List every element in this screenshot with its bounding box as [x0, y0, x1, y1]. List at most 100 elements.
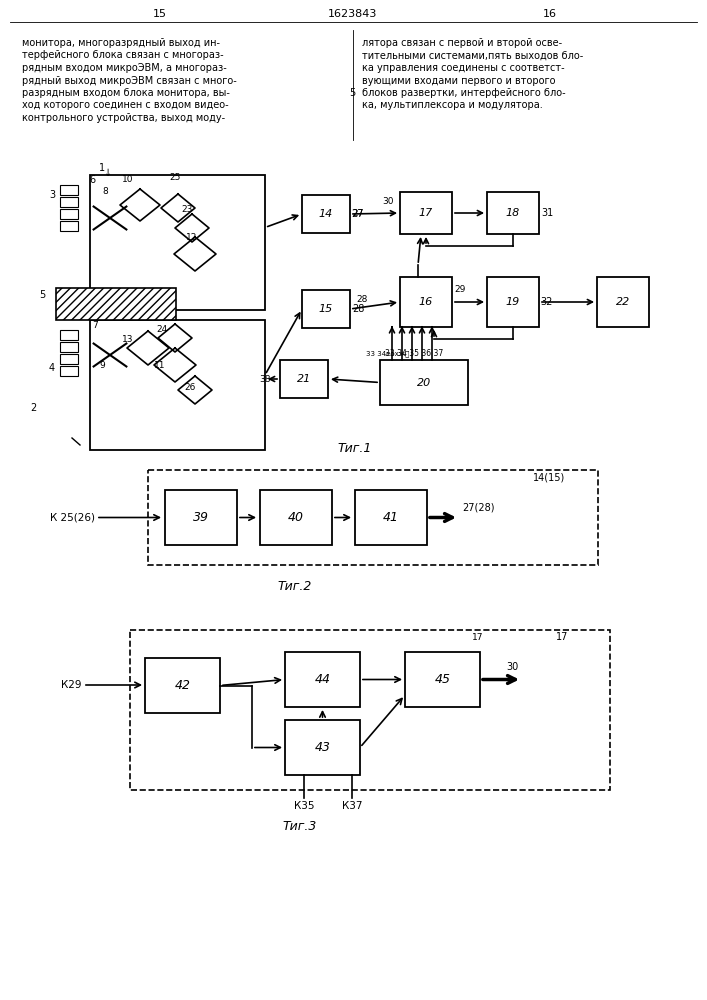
Text: 30: 30: [506, 662, 518, 672]
Bar: [130, 630, 610, 790]
Bar: [285, 652, 360, 707]
Text: 11: 11: [154, 360, 165, 369]
Text: 33 34 35 36 37: 33 34 35 36 37: [385, 349, 443, 358]
Bar: [355, 490, 427, 545]
Text: 22: 22: [616, 297, 630, 307]
Text: 15: 15: [319, 304, 333, 314]
Text: 24: 24: [156, 326, 168, 334]
Text: 30: 30: [382, 196, 394, 206]
Bar: [60, 209, 78, 219]
Text: 45: 45: [435, 673, 450, 686]
Text: 28: 28: [352, 304, 364, 314]
Text: 20: 20: [417, 377, 431, 387]
Bar: [60, 197, 78, 207]
Bar: [90, 320, 265, 450]
Text: 27: 27: [352, 210, 363, 219]
Bar: [90, 175, 265, 310]
Text: 2: 2: [30, 403, 36, 413]
Text: 7: 7: [92, 320, 98, 330]
Text: 5: 5: [349, 88, 355, 98]
Bar: [56, 288, 176, 320]
Text: 29: 29: [455, 286, 466, 294]
Bar: [302, 290, 350, 328]
Text: тительными системами,пять выходов бло-: тительными системами,пять выходов бло-: [362, 50, 583, 60]
Text: вующими входами первого и второго: вующими входами первого и второго: [362, 76, 556, 86]
Bar: [487, 277, 539, 327]
Text: 10: 10: [122, 176, 134, 184]
Bar: [60, 221, 78, 231]
Text: контрольного устройства, выход моду-: контрольного устройства, выход моду-: [22, 113, 225, 123]
Text: 43: 43: [315, 741, 330, 754]
Text: разрядным входом блока монитора, вы-: разрядным входом блока монитора, вы-: [22, 88, 230, 98]
Bar: [487, 192, 539, 234]
Text: 39: 39: [193, 511, 209, 524]
Text: Τиг.3: Τиг.3: [283, 820, 317, 832]
Text: 1623843: 1623843: [328, 9, 378, 19]
Text: 1: 1: [99, 163, 105, 173]
Text: лятора связан с первой и второй осве-: лятора связан с первой и второй осве-: [362, 38, 562, 48]
Text: 19: 19: [506, 297, 520, 307]
Text: ка, мультиплексора и модулятора.: ка, мультиплексора и модулятора.: [362, 101, 543, 110]
Text: 14: 14: [319, 209, 333, 219]
Text: 17: 17: [419, 208, 433, 218]
Text: 42: 42: [175, 679, 190, 692]
Text: К 25(26): К 25(26): [50, 512, 95, 522]
Text: 17: 17: [556, 632, 568, 642]
Bar: [145, 658, 220, 713]
Text: Τиг.1: Τиг.1: [338, 442, 372, 454]
Text: К29: К29: [62, 680, 82, 690]
Bar: [302, 195, 350, 233]
Text: К35: К35: [294, 801, 315, 811]
Text: 33 34еохжͿ: 33 34еохжͿ: [366, 351, 409, 357]
Text: монитора, многоразрядный выход ин-: монитора, многоразрядный выход ин-: [22, 38, 220, 48]
Text: 4: 4: [49, 363, 55, 373]
Bar: [280, 360, 328, 398]
Bar: [60, 366, 78, 376]
Text: 41: 41: [383, 511, 399, 524]
Text: 25: 25: [169, 174, 181, 182]
Text: ход которого соединен с входом видео-: ход которого соединен с входом видео-: [22, 101, 228, 110]
Text: ка управления соединены с соответст-: ка управления соединены с соответст-: [362, 63, 565, 73]
Bar: [380, 360, 468, 405]
Bar: [597, 277, 649, 327]
Text: 17: 17: [472, 633, 484, 642]
Text: 8: 8: [102, 188, 108, 196]
Bar: [285, 720, 360, 775]
Text: блоков развертки, интерфейсного бло-: блоков развертки, интерфейсного бло-: [362, 88, 566, 98]
Text: 6: 6: [89, 175, 95, 185]
Text: 38: 38: [259, 374, 271, 383]
Text: 5: 5: [39, 290, 45, 300]
Text: рядным входом микроЭВМ, а многораз-: рядным входом микроЭВМ, а многораз-: [22, 63, 227, 73]
Bar: [148, 470, 598, 565]
Text: 40: 40: [288, 511, 304, 524]
Text: 27: 27: [352, 209, 364, 219]
Text: 44: 44: [315, 673, 330, 686]
Text: 21: 21: [297, 374, 311, 384]
Bar: [60, 342, 78, 352]
Text: 18: 18: [506, 208, 520, 218]
Text: Τиг.2: Τиг.2: [278, 580, 312, 593]
Text: 12: 12: [187, 233, 198, 242]
Text: 32: 32: [541, 297, 553, 307]
Text: 15: 15: [153, 9, 167, 19]
Text: 14(15): 14(15): [533, 472, 565, 482]
Bar: [260, 490, 332, 545]
Bar: [60, 185, 78, 195]
Bar: [165, 490, 237, 545]
Bar: [405, 652, 480, 707]
Text: 13: 13: [122, 336, 134, 344]
Text: 26: 26: [185, 383, 196, 392]
Text: ↓: ↓: [104, 168, 112, 178]
Text: 9: 9: [99, 360, 105, 369]
Text: рядный выход микроЭВМ связан с много-: рядный выход микроЭВМ связан с много-: [22, 76, 237, 86]
Text: К37: К37: [342, 801, 363, 811]
Text: 3: 3: [49, 190, 55, 200]
Text: 23: 23: [181, 206, 193, 215]
Text: 16: 16: [419, 297, 433, 307]
Text: 27(28): 27(28): [462, 502, 494, 512]
Text: 31: 31: [541, 208, 553, 218]
Bar: [60, 354, 78, 364]
Text: 28: 28: [356, 294, 368, 304]
Bar: [60, 330, 78, 340]
Bar: [400, 277, 452, 327]
